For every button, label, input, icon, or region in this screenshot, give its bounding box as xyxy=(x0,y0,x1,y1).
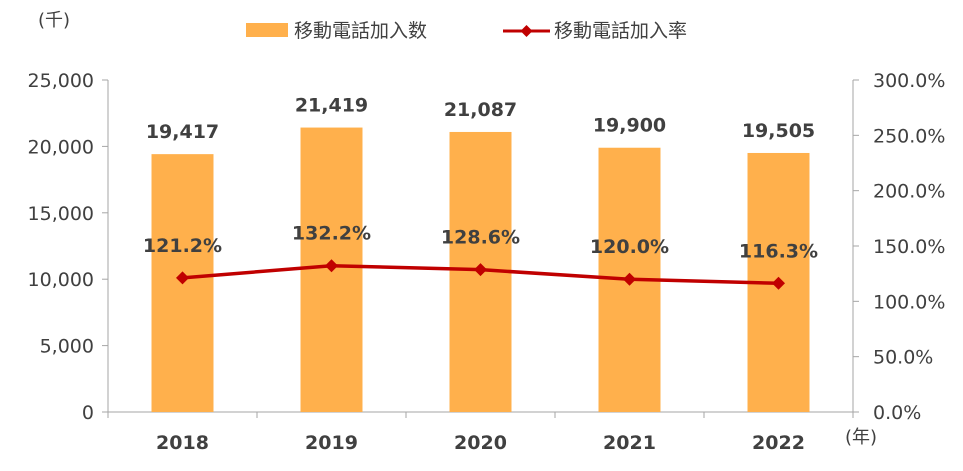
y-right-tick-label: 100.0% xyxy=(873,291,945,313)
line-point xyxy=(325,259,338,273)
y-left-tick-label: 10,000 xyxy=(28,269,94,291)
bar-data-label: 19,505 xyxy=(742,120,815,142)
line-data-label: 128.6% xyxy=(441,227,520,249)
bar-data-label: 21,419 xyxy=(295,95,368,117)
legend-swatch-marker xyxy=(520,25,533,37)
y-right-tick-label: 250.0% xyxy=(873,125,945,147)
legend: 移動電話加入数 移動電話加入率 xyxy=(246,20,687,42)
line-point xyxy=(623,272,636,286)
line-data-label: 116.3% xyxy=(739,240,818,262)
line-data-label: 120.0% xyxy=(590,236,669,258)
y-left-tick-label: 15,000 xyxy=(28,203,94,225)
y-left-tick-label: 20,000 xyxy=(28,136,94,158)
x-tick-label: 2021 xyxy=(603,432,656,454)
x-tick-label: 2019 xyxy=(305,432,358,454)
x-unit-label: (年) xyxy=(845,427,877,448)
y-right-tick-label: 0.0% xyxy=(873,402,921,424)
bar-data-labels: 19,417 21,419 21,087 19,900 19,505 xyxy=(146,95,815,144)
bar-data-label: 19,417 xyxy=(146,121,219,143)
line-point xyxy=(474,263,487,277)
y-right-tick-label: 300.0% xyxy=(873,70,945,92)
y-left-tick-label: 5,000 xyxy=(40,336,94,358)
legend-label-bar: 移動電話加入数 xyxy=(294,20,427,42)
y-left-tick-label: 25,000 xyxy=(28,70,94,92)
line-data-label: 132.2% xyxy=(292,223,371,245)
legend-label-line: 移動電話加入率 xyxy=(554,20,687,42)
bar-data-label: 21,087 xyxy=(444,99,517,121)
line-point xyxy=(772,276,785,290)
x-tick-label: 2020 xyxy=(454,432,507,454)
x-tick-label: 2018 xyxy=(156,432,209,454)
y-right-tick-label: 50.0% xyxy=(873,347,933,369)
y-right-tick-label: 150.0% xyxy=(873,236,945,258)
x-ticks: 2018 2019 2020 2021 2022 xyxy=(107,412,854,454)
x-tick-label: 2022 xyxy=(752,432,805,454)
y-left-ticks: 0 5,000 10,000 15,000 20,000 25,000 xyxy=(28,70,108,424)
legend-swatch-bar xyxy=(246,23,288,37)
bar-data-label: 19,900 xyxy=(593,115,666,137)
line-data-label: 121.2% xyxy=(143,235,222,257)
y-left-unit-label: (千) xyxy=(38,10,70,31)
y-right-ticks: 0.0% 50.0% 100.0% 150.0% 200.0% 250.0% 300.0% xyxy=(853,70,945,424)
y-left-tick-label: 0 xyxy=(82,402,94,424)
line-point xyxy=(176,271,189,285)
line-data-labels: 121.2% 132.2% 128.6% 120.0% 116.3% xyxy=(143,223,818,263)
y-right-tick-label: 200.0% xyxy=(873,181,945,203)
line-series xyxy=(176,259,785,290)
